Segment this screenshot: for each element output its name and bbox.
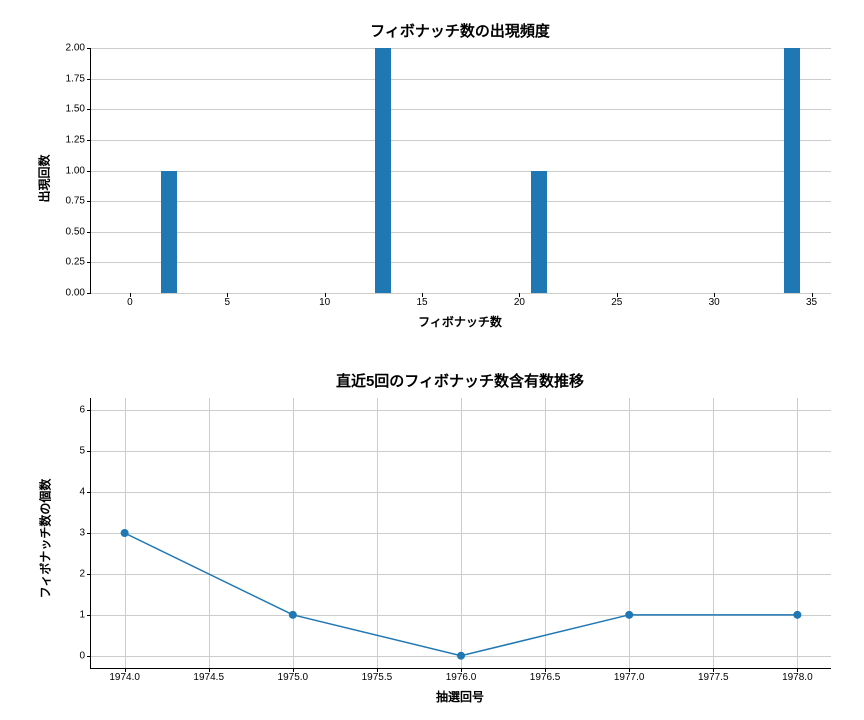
xtick-label: 1976.5 <box>530 668 561 683</box>
xtick-label: 5 <box>225 293 231 308</box>
xtick-label: 15 <box>416 293 427 308</box>
xtick-label: 1976.0 <box>446 668 477 683</box>
marker <box>121 529 129 537</box>
xtick-label: 30 <box>709 293 720 308</box>
figure-container: フィボナッチ数の出現頻度 0.000.250.500.751.001.251.5… <box>0 0 864 720</box>
line-series <box>91 398 831 668</box>
xtick-label: 1975.0 <box>278 668 309 683</box>
grid-line <box>91 109 831 110</box>
grid-line <box>91 201 831 202</box>
xtick-label: 0 <box>127 293 133 308</box>
ytick-label: 3 <box>79 528 91 539</box>
xtick-label: 20 <box>514 293 525 308</box>
ytick-label: 1.00 <box>66 165 91 176</box>
ytick-label: 0.50 <box>66 226 91 237</box>
bottom-ylabel: フィボナッチ数の個数 <box>36 479 53 599</box>
bottom-chart-title: 直近5回のフィボナッチ数含有数推移 <box>90 370 830 391</box>
grid-line <box>91 140 831 141</box>
grid-line <box>91 262 831 263</box>
bar <box>161 171 177 294</box>
marker <box>625 611 633 619</box>
grid-line <box>91 232 831 233</box>
grid-line <box>91 171 831 172</box>
top-ylabel: 出現回数 <box>36 154 53 202</box>
bottom-plot-area: 01234561974.01974.51975.01975.51976.0197… <box>90 398 831 669</box>
xtick-label: 35 <box>806 293 817 308</box>
marker <box>457 652 465 660</box>
bar <box>784 48 800 293</box>
xtick-label: 10 <box>319 293 330 308</box>
xtick-label: 1977.0 <box>614 668 645 683</box>
bar <box>531 171 547 294</box>
ytick-label: 1.75 <box>66 73 91 84</box>
ytick-label: 1 <box>79 609 91 620</box>
xtick-label: 1974.5 <box>193 668 224 683</box>
bottom-xlabel: 抽選回号 <box>436 688 484 705</box>
grid-line <box>91 48 831 49</box>
top-chart-title: フィボナッチ数の出現頻度 <box>90 20 830 41</box>
ytick-label: 0.25 <box>66 257 91 268</box>
ytick-label: 4 <box>79 487 91 498</box>
ytick-label: 2.00 <box>66 43 91 54</box>
ytick-label: 0.75 <box>66 196 91 207</box>
top-plot-area: 0.000.250.500.751.001.251.501.752.000510… <box>90 48 831 294</box>
ytick-label: 5 <box>79 446 91 457</box>
bar <box>375 48 391 293</box>
line-path <box>125 533 798 656</box>
marker <box>289 611 297 619</box>
ytick-label: 0 <box>79 650 91 661</box>
ytick-label: 1.50 <box>66 104 91 115</box>
ytick-label: 0.00 <box>66 288 91 299</box>
ytick-label: 6 <box>79 405 91 416</box>
grid-line <box>91 293 831 294</box>
xtick-label: 1977.5 <box>698 668 729 683</box>
xtick-label: 1974.0 <box>109 668 140 683</box>
xtick-label: 25 <box>611 293 622 308</box>
ytick-label: 2 <box>79 568 91 579</box>
grid-line <box>91 79 831 80</box>
top-xlabel: フィボナッチ数 <box>418 313 502 330</box>
ytick-label: 1.25 <box>66 134 91 145</box>
xtick-label: 1978.0 <box>782 668 813 683</box>
marker <box>793 611 801 619</box>
xtick-label: 1975.5 <box>362 668 393 683</box>
